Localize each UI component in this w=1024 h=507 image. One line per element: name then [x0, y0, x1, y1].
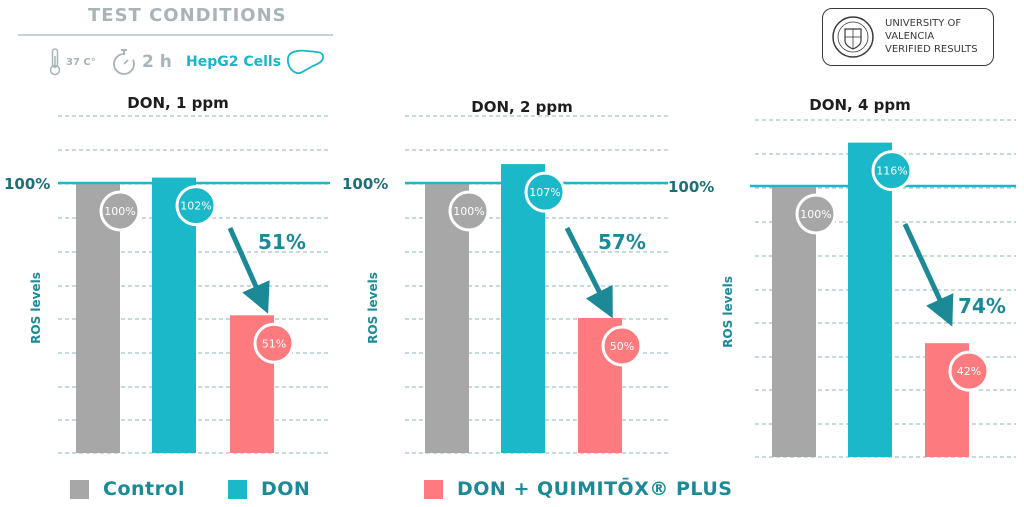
cells-condition: HepG2 Cells: [186, 48, 325, 76]
legend: Control DON DON + QUIMITŌX® PLUS: [0, 470, 1024, 507]
university-badge: UNIVERSITY OF VALENCIA VERIFIED RESULTS: [822, 8, 994, 66]
bar-don-value-label: 102%: [180, 200, 211, 213]
bar-control-value-label: 100%: [104, 205, 135, 218]
reduction-arrow: [227, 226, 270, 314]
y-axis-label: ROS levels: [366, 272, 380, 344]
legend-label-control: Control: [103, 478, 186, 500]
badge-line-1: UNIVERSITY OF: [885, 18, 962, 29]
legend-swatch-don: [228, 479, 247, 499]
legend-label-don-plus: DON + QUIMITŌX® PLUS: [457, 478, 733, 500]
legend-swatch-control: [70, 479, 89, 499]
reduction-arrow: [902, 222, 954, 327]
legend-item-don-plus: DON + QUIMITŌX® PLUS: [424, 478, 732, 500]
university-seal-icon: [832, 16, 874, 58]
chart-title: DON, 1 ppm: [127, 94, 228, 112]
thermometer-icon: [49, 48, 61, 76]
reduction-arrow: [564, 226, 613, 319]
bar-don-plus-value-circle: [253, 322, 295, 364]
time-condition: 2 h: [110, 48, 172, 76]
bar-don-value-label: 116%: [876, 165, 907, 178]
badge-line-3: VERIFIED RESULTS: [885, 44, 978, 55]
chart-panel-3: DON, 4 ppm ROS levels 100% 100% 116% 42% 74%: [668, 96, 1016, 458]
temperature-condition: 37 C°: [48, 48, 96, 76]
bar-don-plus-value-circle: [601, 325, 643, 367]
reduction-label: 57%: [598, 230, 646, 254]
bar-don: [848, 142, 892, 457]
bar-don-plus-value-label: 50%: [610, 340, 634, 353]
bar-control-value-label: 100%: [800, 208, 831, 221]
bar-don-plus-value-label: 42%: [957, 365, 981, 378]
bar-don-value-circle: [871, 150, 913, 192]
test-conditions-title: TEST CONDITIONS: [88, 5, 287, 26]
bar-control-value-label: 100%: [453, 205, 484, 218]
y-axis-label: ROS levels: [29, 272, 43, 344]
bar-don-plus-value-label: 51%: [262, 337, 286, 350]
bar-don-value-circle: [175, 185, 217, 227]
legend-swatch-don-plus: [424, 479, 443, 499]
badge-text: UNIVERSITY OF VALENCIA VERIFIED RESULTS: [885, 17, 978, 56]
bar-don-plus-value-circle: [948, 350, 990, 392]
legend-label-don: DON: [261, 478, 311, 500]
badge-line-2: VALENCIA: [885, 31, 935, 42]
chart-title: DON, 4 ppm: [809, 96, 910, 114]
reference-label: 100%: [668, 178, 714, 196]
temperature-value: 37 C°: [66, 56, 96, 68]
bar-control-value-circle: [448, 190, 490, 232]
chart-title: DON, 2 ppm: [471, 98, 572, 116]
test-conditions-header: TEST CONDITIONS 37 C° 2 h HepG2 Cells: [0, 0, 340, 90]
bar-don: [501, 164, 545, 453]
reference-label: 100%: [4, 175, 50, 193]
bar-control-value-circle: [795, 193, 837, 235]
legend-item-don: DON: [228, 478, 310, 500]
bar-don-value-label: 107%: [529, 186, 560, 199]
header-divider: [18, 34, 333, 36]
chart-panel-2: DON, 2 ppm ROS levels 100% 100% 107% 50% 57%: [342, 98, 668, 454]
bar-control-value-circle: [99, 190, 141, 232]
stopwatch-icon: [113, 49, 135, 75]
chart-panel-1: DON, 1 ppm ROS levels 100% 100% 102% 51% 51%: [4, 94, 330, 454]
time-value: 2 h: [142, 52, 172, 72]
reference-label: 100%: [342, 175, 388, 193]
cells-value: HepG2 Cells: [186, 54, 282, 70]
reduction-label: 74%: [958, 294, 1006, 318]
bar-don-value-circle: [524, 171, 566, 213]
liver-icon: [287, 49, 324, 75]
reduction-label: 51%: [258, 230, 306, 254]
legend-item-control: Control: [70, 478, 185, 500]
y-axis-label: ROS levels: [721, 276, 735, 348]
